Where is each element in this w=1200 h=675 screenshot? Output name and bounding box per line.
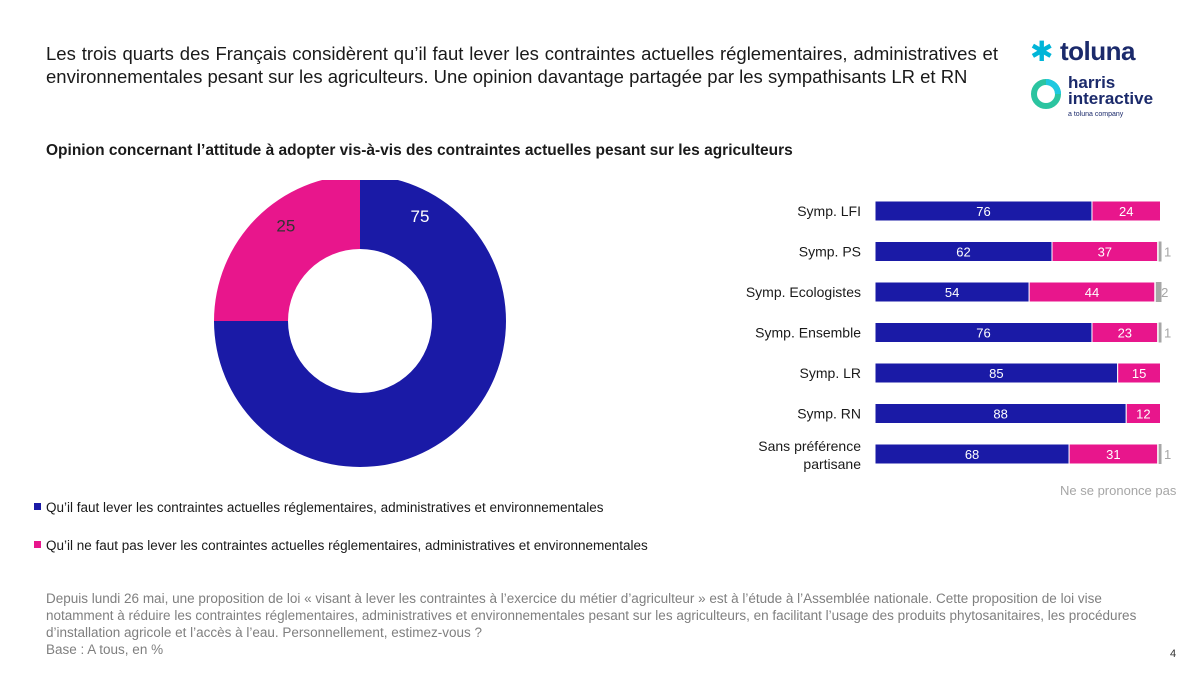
npp-value-label: 1	[1164, 447, 1171, 462]
bar-value-label: 88	[993, 407, 1007, 422]
npp-value-label: 1	[1164, 326, 1171, 341]
legend-swatch-pink	[34, 541, 41, 548]
legend-item-lever: Qu’il faut lever les contraintes actuell…	[34, 500, 604, 515]
category-label: Symp. PS	[799, 244, 861, 260]
npp-value-label: 1	[1164, 245, 1171, 260]
footnote-question: Depuis lundi 26 mai, une proposition de …	[46, 591, 1137, 640]
donut-value-label-1: 25	[276, 216, 295, 235]
bar-segment	[1125, 403, 1161, 424]
bar-segment	[1117, 362, 1161, 384]
bar-segment	[1091, 322, 1159, 343]
harris-ring-icon	[1031, 79, 1061, 109]
footnote-base: Base : A tous, en %	[46, 642, 164, 657]
bar-segment	[1068, 443, 1159, 465]
legend-label-lever: Qu’il faut lever les contraintes actuell…	[46, 500, 604, 515]
bar-value-label: 15	[1132, 366, 1146, 381]
donut-slice-0	[214, 180, 506, 467]
category-label: Symp. LR	[800, 365, 861, 381]
bar-value-label: 24	[1119, 204, 1133, 219]
npp-value-label: 2	[1161, 285, 1168, 300]
legend-label-ne-pas-lever: Qu’il ne faut pas lever les contraintes …	[46, 538, 648, 553]
npp-label: Ne se prononce pas	[1060, 483, 1177, 498]
category-label: partisane	[803, 456, 861, 472]
legend-swatch-blue	[34, 503, 41, 510]
harris-logo-subtext: a toluna company	[1068, 111, 1124, 118]
bar-segment-npp	[1158, 241, 1162, 262]
bar-value-label: 76	[976, 204, 990, 219]
bar-value-label: 12	[1136, 407, 1150, 422]
harris-logo-text: harris	[1068, 73, 1116, 92]
legend-item-ne-pas-lever: Qu’il ne faut pas lever les contraintes …	[34, 538, 648, 553]
bar-segment	[1028, 281, 1156, 303]
harris-interactive-logo: harris interactive a toluna company	[1030, 74, 1160, 124]
toluna-star-icon: ✱	[1030, 36, 1054, 67]
interactive-logo-text: interactive	[1068, 89, 1154, 108]
donut-slice-1	[214, 180, 360, 321]
footnote: Depuis lundi 26 mai, une proposition de …	[46, 590, 1156, 658]
headline: Les trois quarts des Français considèren…	[46, 43, 998, 87]
category-label: Symp. LFI	[797, 203, 861, 219]
bar-value-label: 31	[1106, 447, 1120, 462]
bar-value-label: 62	[956, 245, 970, 260]
donut-value-label-0: 75	[410, 207, 429, 226]
page-number: 4	[1170, 648, 1177, 660]
category-label: Sans préférence	[758, 438, 861, 454]
bar-value-label: 44	[1085, 285, 1099, 300]
stacked-bar-chart: Symp. LFI 76 24 Symp. PS 62 37 1 Symp. Ecologis…	[746, 200, 1171, 472]
bar-value-label: 68	[965, 447, 979, 462]
bar-segment	[1051, 241, 1159, 262]
category-label: Symp. Ensemble	[755, 325, 861, 341]
bar-segment-npp	[1155, 282, 1162, 302]
category-label: Symp. RN	[797, 406, 861, 422]
donut-chart: 75 25	[214, 180, 506, 467]
bar-value-label: 54	[945, 285, 959, 300]
bar-value-label: 85	[989, 366, 1003, 381]
toluna-logo-text: toluna	[1060, 36, 1136, 66]
toluna-logo: ✱ toluna	[1030, 36, 1160, 70]
bar-segment-npp	[1158, 322, 1162, 343]
category-label: Symp. Ecologistes	[746, 284, 861, 300]
chart-subtitle: Opinion concernant l’attitude à adopter …	[46, 142, 793, 159]
bar-value-label: 23	[1118, 326, 1132, 341]
bar-segment	[1091, 200, 1162, 222]
bar-value-label: 76	[976, 326, 990, 341]
bar-value-label: 37	[1098, 245, 1112, 260]
bar-segment-npp	[1158, 444, 1162, 464]
